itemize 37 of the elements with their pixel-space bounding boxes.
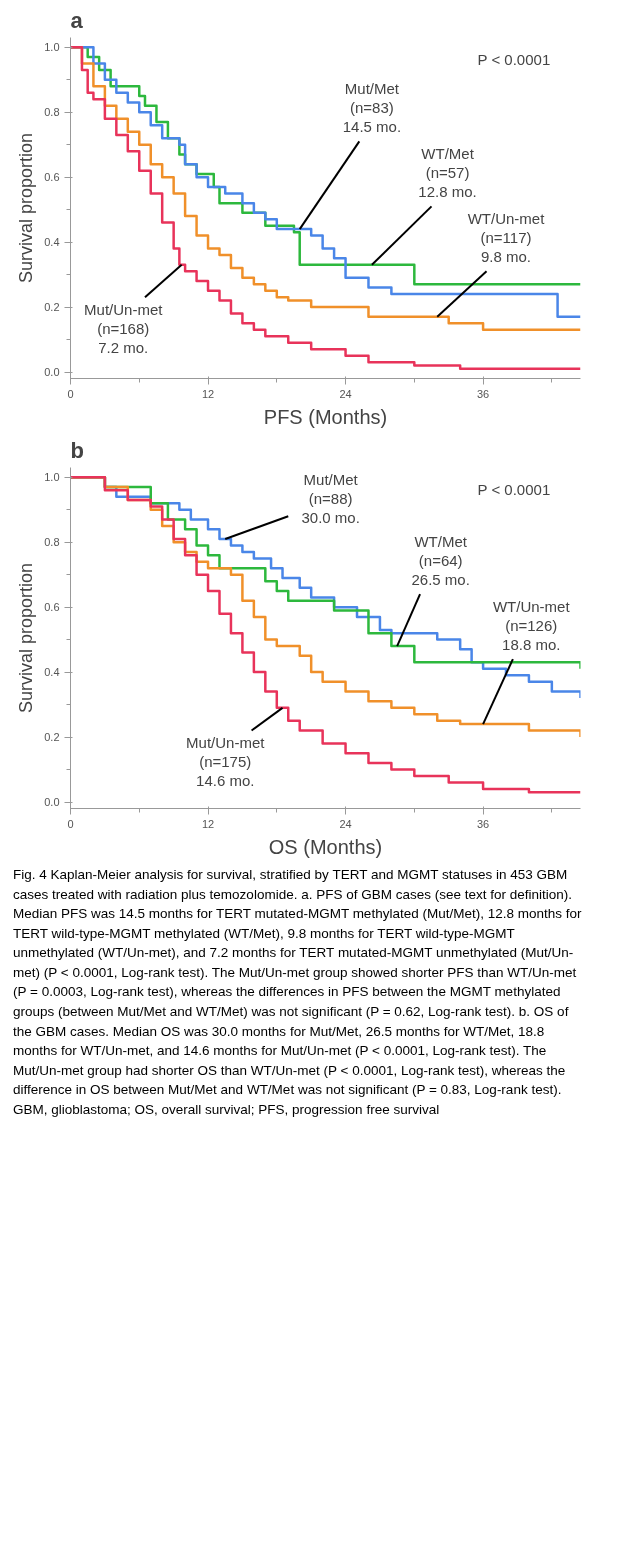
y-tick-label: 1.0 xyxy=(44,471,60,484)
annotation: P < 0.0001 xyxy=(477,50,551,68)
chart-title: b xyxy=(70,437,84,463)
y-axis-title: Survival proportion xyxy=(16,562,37,714)
y-axis-title: Survival proportion xyxy=(16,132,37,284)
annotation: Mut/Un-met (n=168) 7.2 mo. xyxy=(84,300,164,356)
annotation: Mut/Met (n=88) 30.0 mo. xyxy=(301,470,360,526)
annotation: Mut/Met (n=83) 14.5 mo. xyxy=(342,79,402,135)
x-axis-title: OS (Months) xyxy=(268,835,383,858)
x-tick-label: 24 xyxy=(339,817,352,830)
annotation: WT/Met (n=64) 26.5 mo. xyxy=(411,532,470,588)
text: Fig. 4 Kaplan-Meier analysis for survival, stratified by TERT and MGMT statuses in 453 GBM cases treated with radiation plus temozolomide. a. PFS of GBM cases (see text for definition). Median PFS was 14.5 months for TERT mutated-MGMT methylated (Mut/Met), 12.8 months for TERT wild-type-MGMT methylated (WT/Met), 9.8 months for TERT wild-type-MGMT unmethylated (WT/Un-met), and 7.2 months for TERT mutated-MGMT unmethylated (Mut/Un-met) (P < 0.0001, Log-rank test). The Mut/Un-met group showed shorter PFS than WT/Un-met (P = 0.0003, Log-rank test), whereas the differences in PFS between the MGMT methylated groups (between Mut/Met and WT/Met) was not significant (P = 0.62, Log-rank test). b. OS of the GBM cases. Median OS was 30.0 months for Mut/Met, 26.5 months for WT/Met, 18.8 months for WT/Un-met, and 14.6 months for Mut/Un-met (P < 0.0001, Log-rank test). The Mut/Un-met group had shorter OS than WT/Un-met (P < 0.0001, Log-rank test), whereas the difference in OS between Mut/Met and WT/Met was not significant (P = 0.83, Log-rank test). GBM, glioblastoma; OS, overall survival; PFS, progression free survival xyxy=(13,867,582,1117)
chart-title: a xyxy=(70,7,84,33)
y-tick-label: 0.0 xyxy=(44,366,60,378)
annotation: P < 0.0001 xyxy=(477,480,551,498)
y-tick-label: 0.4 xyxy=(44,236,60,249)
x-tick-label: 36 xyxy=(476,817,490,830)
y-tick-label: 0.8 xyxy=(44,106,60,119)
x-tick-label: 12 xyxy=(201,387,215,400)
annotation: WT/Un-met (n=126) 18.8 mo. xyxy=(492,597,571,653)
x-tick-label: 36 xyxy=(476,387,490,400)
x-tick-label: 24 xyxy=(339,387,352,400)
y-tick-label: 0.6 xyxy=(44,601,60,614)
y-tick-label: 0.8 xyxy=(44,536,60,549)
annotation: Mut/Un-met (n=175) 14.6 mo. xyxy=(186,733,266,789)
x-tick-label: 0 xyxy=(67,817,74,830)
x-axis-title: PFS (Months) xyxy=(263,405,388,428)
x-tick-label: 0 xyxy=(67,387,74,400)
y-tick-label: 0.6 xyxy=(44,171,60,184)
y-tick-label: 0.2 xyxy=(44,731,60,744)
x-tick-label: 12 xyxy=(201,817,215,830)
y-tick-label: 1.0 xyxy=(44,41,60,54)
y-tick-label: 0.4 xyxy=(44,666,60,679)
annotation: WT/Met (n=57) 12.8 mo. xyxy=(418,144,477,200)
y-tick-label: 0.0 xyxy=(44,796,60,808)
annotation: WT/Un-met (n=117) 9.8 mo. xyxy=(467,209,546,265)
y-tick-label: 0.2 xyxy=(44,301,60,314)
